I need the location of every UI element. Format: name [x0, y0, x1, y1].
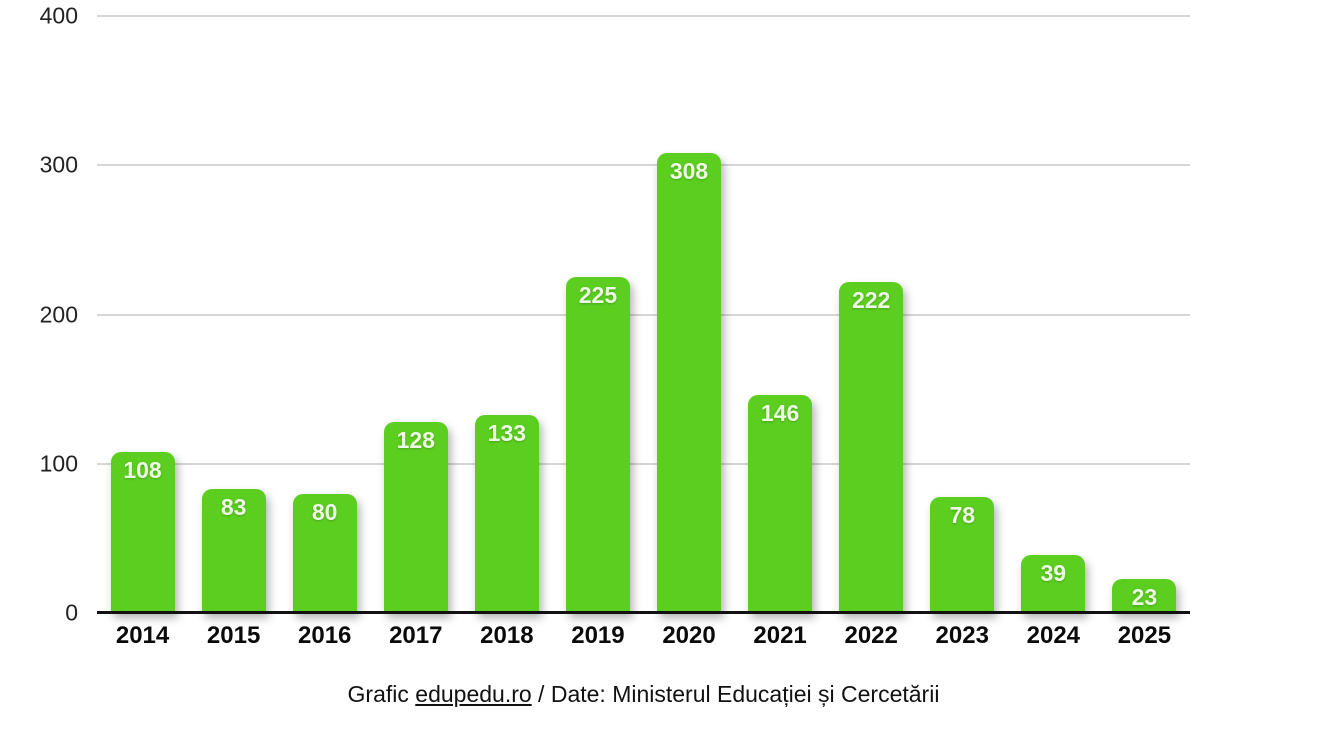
- x-label-2019: 2019: [571, 622, 625, 649]
- bar-2021: 146: [748, 395, 813, 613]
- y-tick-400: 400: [39, 2, 78, 29]
- x-axis-labels: 2014 2015 2016 2017 2018 2019 2020 2021 2022 2023…: [97, 622, 1190, 650]
- bar-value-2022: 222: [851, 286, 891, 313]
- gridline-200: [97, 313, 1190, 316]
- bar-cell-2022: 222: [826, 16, 917, 613]
- bar-cell-2019: 225: [552, 16, 643, 613]
- bar-cell-2018: 133: [461, 16, 552, 613]
- bar-value-2020: 308: [669, 158, 709, 185]
- caption-suffix: / Date: Ministerul Educației și Cercetăr…: [531, 681, 940, 707]
- bar-2016: 80: [292, 493, 357, 613]
- caption-prefix: Grafic: [347, 681, 416, 707]
- x-label-2022: 2022: [844, 622, 898, 649]
- bar-cell-2023: 78: [917, 16, 1008, 613]
- bar-2019: 225: [565, 277, 630, 613]
- bar-cell-2014: 108: [97, 16, 188, 613]
- plot-area: 108 83 80 128 133 225 308 146 222 78 39 23: [97, 15, 1190, 614]
- bar-2018: 133: [474, 414, 539, 613]
- bar-value-2024: 39: [1040, 559, 1067, 586]
- bar-value-2025: 23: [1131, 583, 1158, 610]
- bar-cell-2015: 83: [188, 16, 279, 613]
- gridline-400: [97, 15, 1190, 17]
- bar-cell-2024: 39: [1008, 16, 1099, 613]
- bar-cell-2021: 146: [735, 16, 826, 613]
- bar-2014: 108: [110, 451, 175, 613]
- bar-2022: 222: [839, 281, 904, 613]
- chart-caption: Grafic edupedu.ro / Date: Ministerul Edu…: [97, 681, 1190, 708]
- y-axis: 400 300 200 100 0: [0, 3, 78, 626]
- bars-row: 108 83 80 128 133 225 308 146 222 78 39 23: [97, 16, 1190, 613]
- y-tick-0: 0: [65, 599, 78, 626]
- gridline-100: [97, 462, 1190, 465]
- gridline-300: [97, 164, 1190, 167]
- x-label-2014: 2014: [115, 622, 170, 649]
- bar-value-2019: 225: [578, 282, 618, 309]
- bar-2017: 128: [383, 421, 448, 613]
- bar-2015: 83: [201, 489, 266, 613]
- bar-value-2018: 133: [487, 419, 527, 446]
- y-tick-300: 300: [39, 151, 78, 178]
- y-tick-200: 200: [39, 301, 78, 327]
- bar-cell-2020: 308: [643, 16, 734, 613]
- y-tick-100: 100: [39, 450, 78, 477]
- bar-value-2015: 83: [220, 494, 247, 521]
- bar-value-2016: 80: [311, 498, 338, 525]
- bar-2020: 308: [657, 153, 721, 613]
- bar-value-2014: 108: [123, 456, 162, 483]
- bar-value-2017: 128: [396, 426, 435, 453]
- x-label-2016: 2016: [298, 622, 352, 649]
- x-label-2025: 2025: [1117, 622, 1172, 649]
- bar-2024: 39: [1021, 554, 1086, 613]
- x-label-2018: 2018: [480, 622, 534, 649]
- bar-2025: 23: [1112, 578, 1177, 613]
- bar-cell-2025: 23: [1099, 16, 1190, 613]
- bar-value-2021: 146: [760, 400, 800, 427]
- edupedu-link[interactable]: edupedu.ro: [415, 681, 532, 707]
- bar-2023: 78: [930, 496, 995, 613]
- x-label-2015: 2015: [206, 622, 261, 649]
- bar-cell-2016: 80: [279, 16, 370, 613]
- bar-value-2023: 78: [949, 501, 976, 528]
- x-label-2020: 2020: [662, 622, 716, 649]
- x-label-2023: 2023: [935, 622, 989, 649]
- x-axis-line: [97, 611, 1190, 614]
- x-label-2021: 2021: [753, 622, 807, 649]
- x-label-2024: 2024: [1026, 622, 1081, 649]
- bar-cell-2017: 128: [370, 16, 461, 613]
- x-label-2017: 2017: [389, 622, 443, 649]
